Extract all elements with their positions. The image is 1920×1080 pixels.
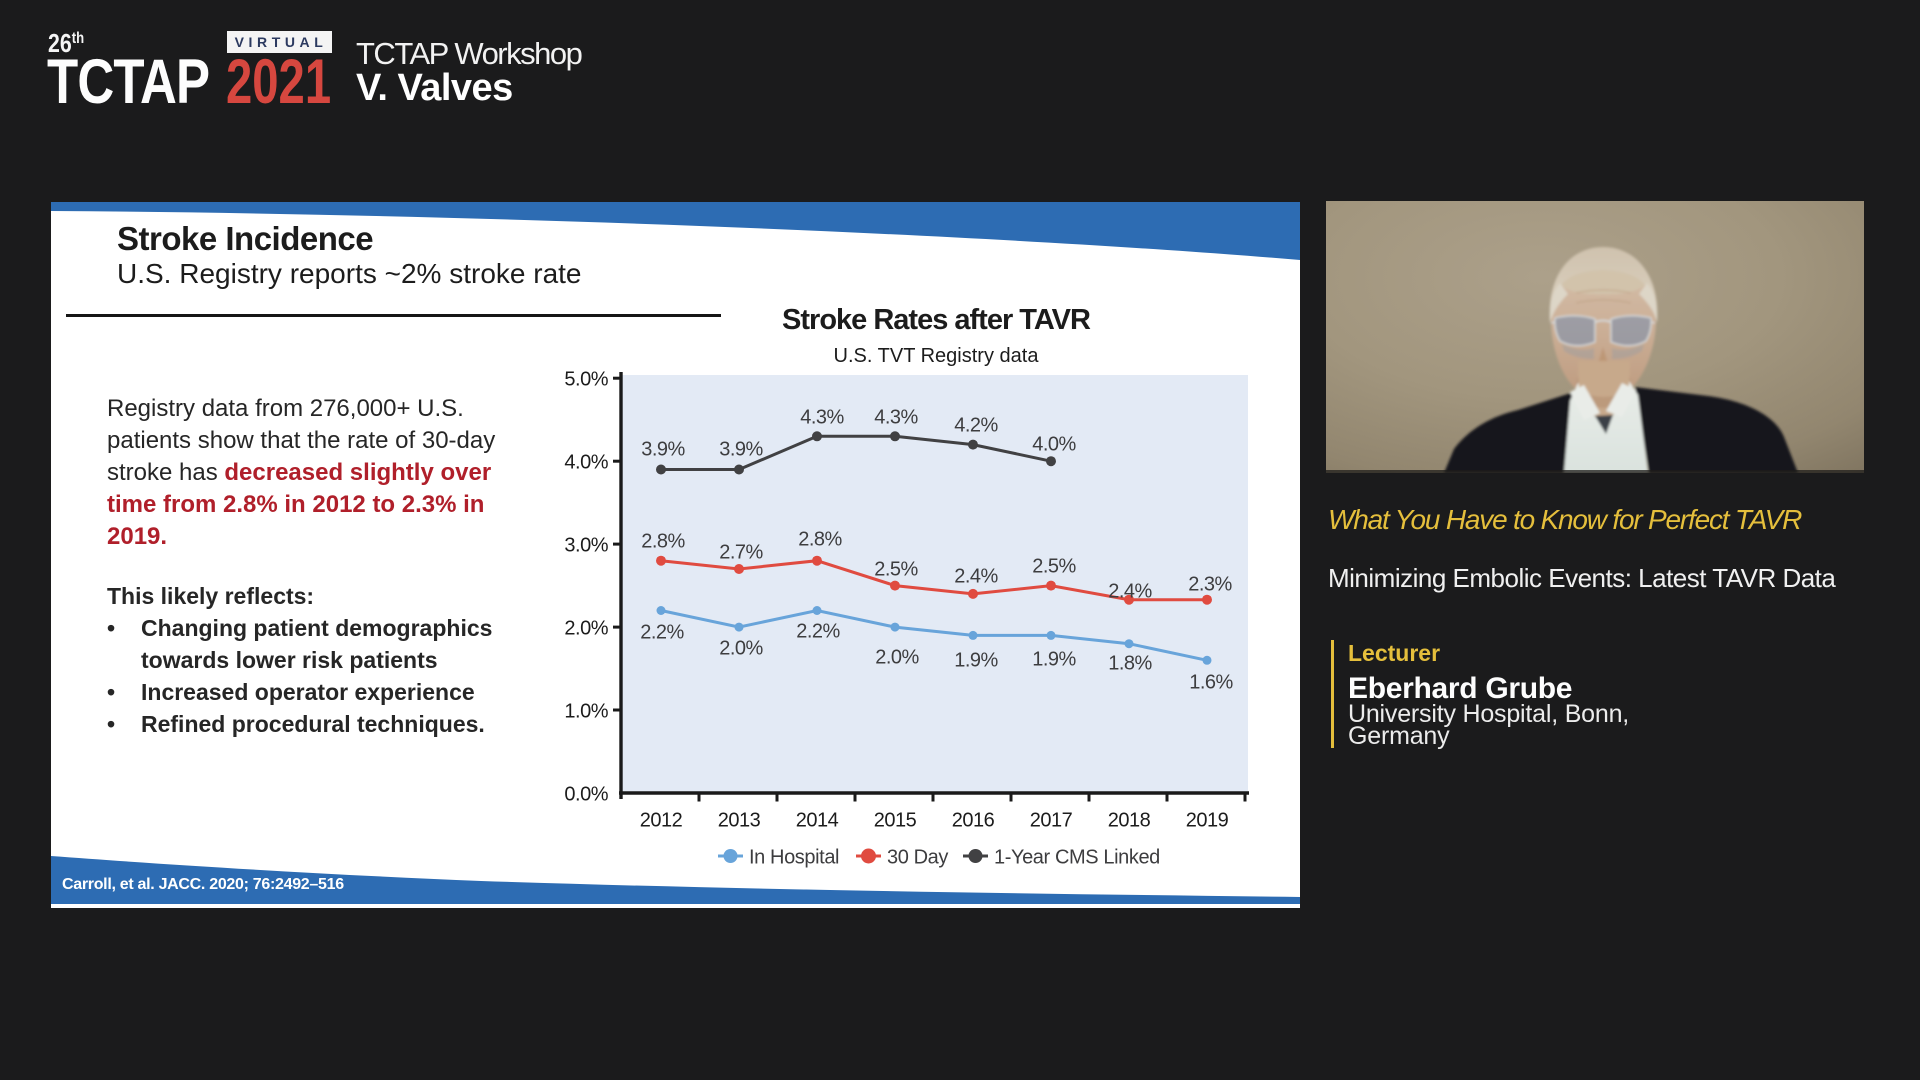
svg-text:2.5%: 2.5%: [1032, 556, 1076, 578]
svg-text:1.9%: 1.9%: [954, 650, 998, 672]
svg-text:1.9%: 1.9%: [1032, 649, 1076, 671]
svg-text:2017: 2017: [1030, 809, 1073, 831]
svg-text:1-Year CMS Linked: 1-Year CMS Linked: [994, 847, 1160, 869]
svg-text:2.4%: 2.4%: [954, 566, 998, 588]
svg-text:In Hospital: In Hospital: [749, 847, 839, 869]
svg-text:2.7%: 2.7%: [719, 542, 763, 564]
svg-text:2.8%: 2.8%: [641, 531, 685, 553]
svg-text:3.9%: 3.9%: [641, 439, 685, 461]
svg-text:4.3%: 4.3%: [800, 407, 844, 429]
svg-text:4.0%: 4.0%: [1032, 434, 1076, 456]
svg-text:2019: 2019: [1186, 809, 1229, 831]
svg-text:5.0%: 5.0%: [564, 369, 608, 391]
svg-text:2.8%: 2.8%: [798, 529, 842, 551]
svg-text:2016: 2016: [952, 809, 995, 831]
svg-text:4.3%: 4.3%: [874, 407, 918, 429]
svg-text:2014: 2014: [796, 809, 839, 831]
svg-text:2.2%: 2.2%: [640, 622, 684, 644]
svg-text:2.0%: 2.0%: [719, 638, 763, 660]
svg-text:30 Day: 30 Day: [887, 847, 948, 869]
svg-text:2012: 2012: [640, 809, 683, 831]
svg-text:2.0%: 2.0%: [875, 647, 919, 669]
svg-text:2.5%: 2.5%: [874, 559, 918, 581]
svg-text:1.0%: 1.0%: [564, 700, 608, 722]
svg-text:2015: 2015: [874, 809, 917, 831]
svg-text:2.4%: 2.4%: [1108, 581, 1152, 603]
svg-text:4.0%: 4.0%: [564, 452, 608, 474]
svg-text:3.9%: 3.9%: [719, 439, 763, 461]
svg-text:2018: 2018: [1108, 809, 1151, 831]
svg-text:2013: 2013: [718, 809, 761, 831]
svg-text:0.0%: 0.0%: [564, 783, 608, 805]
svg-text:1.6%: 1.6%: [1189, 672, 1233, 694]
svg-text:2.3%: 2.3%: [1188, 574, 1232, 596]
svg-text:1.8%: 1.8%: [1108, 653, 1152, 675]
svg-text:3.0%: 3.0%: [564, 535, 608, 557]
svg-text:2.0%: 2.0%: [564, 618, 608, 640]
svg-text:2.2%: 2.2%: [796, 621, 840, 643]
svg-text:4.2%: 4.2%: [954, 415, 998, 437]
